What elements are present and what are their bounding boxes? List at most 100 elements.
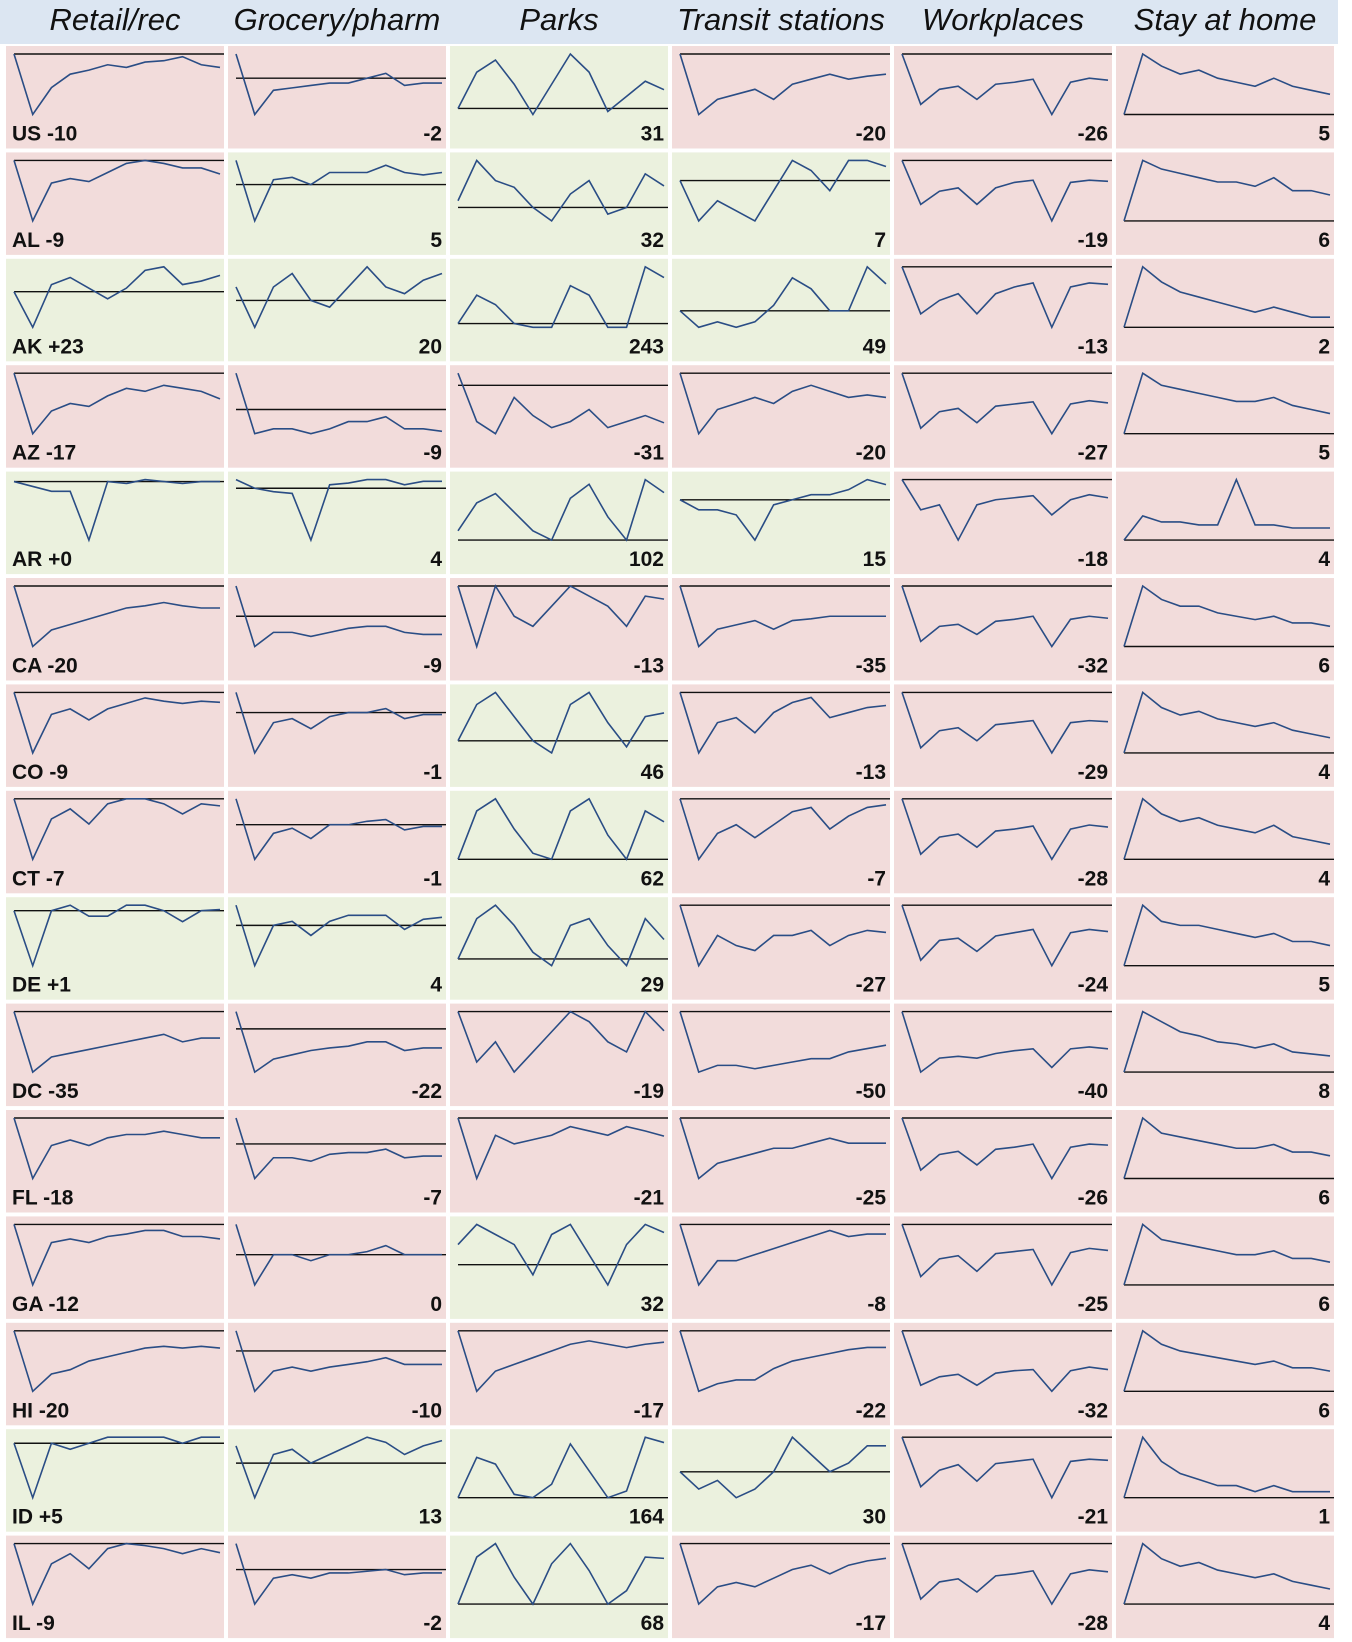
cell-background xyxy=(672,790,890,894)
sparkline xyxy=(457,158,665,223)
cell-value: -13 xyxy=(634,655,664,678)
sparkline xyxy=(13,1011,220,1074)
sparkline xyxy=(679,159,887,223)
cell-background xyxy=(450,1003,668,1107)
cell-background xyxy=(672,365,890,468)
sparkline xyxy=(13,585,220,648)
row-label: US -10 xyxy=(12,123,77,146)
sparkline xyxy=(679,1011,887,1074)
cell-value: 8 xyxy=(1318,1080,1330,1103)
cell-value: 4 xyxy=(430,974,442,997)
cell-value: -32 xyxy=(1078,655,1108,678)
cell-value: 20 xyxy=(419,335,442,358)
sparkline xyxy=(13,797,221,862)
cell-background xyxy=(6,1003,224,1107)
cell-background xyxy=(228,897,446,1000)
row-label: AR +0 xyxy=(12,548,72,571)
cell-value: 15 xyxy=(863,548,887,571)
cell-background xyxy=(672,1322,890,1426)
cell-background xyxy=(450,578,668,681)
cell-background xyxy=(672,471,890,575)
cell-value: -26 xyxy=(1078,1187,1108,1210)
cell-value: -29 xyxy=(1078,761,1108,784)
cell-value: 164 xyxy=(629,1506,664,1529)
sparkline xyxy=(235,1011,442,1074)
cell-background xyxy=(228,258,446,362)
cell-value: 6 xyxy=(1318,1293,1330,1316)
sparkline xyxy=(457,1223,665,1287)
cell-value: -1 xyxy=(423,761,442,784)
cell-background xyxy=(228,1429,446,1532)
cell-value: -20 xyxy=(856,442,886,465)
sparkline xyxy=(1123,371,1331,434)
cell-background xyxy=(672,1429,890,1532)
sparkline xyxy=(235,1117,442,1181)
sparkline xyxy=(13,1117,220,1181)
sparkline xyxy=(457,691,665,755)
cell-background xyxy=(1116,258,1334,362)
cell-value: 46 xyxy=(641,761,664,784)
cell-value: 4 xyxy=(1318,548,1330,571)
sparkline xyxy=(679,478,887,542)
sparkline xyxy=(679,585,886,648)
cell-background xyxy=(450,46,668,149)
cell-value: 30 xyxy=(863,1506,886,1529)
sparkline xyxy=(1123,1010,1331,1073)
cell-background xyxy=(1116,1003,1334,1107)
cell-value: -28 xyxy=(1078,1612,1109,1635)
cell-background xyxy=(450,1429,668,1532)
cell-background xyxy=(1116,1110,1334,1213)
sparkline xyxy=(13,53,221,117)
sparkline xyxy=(13,265,221,330)
cell-value: -24 xyxy=(1078,974,1109,997)
sparkline xyxy=(1123,477,1330,541)
cell-value: 32 xyxy=(641,1293,664,1316)
cell-background xyxy=(450,152,668,255)
sparkline xyxy=(235,265,443,330)
cell-value: 2 xyxy=(1318,335,1330,358)
cell-background xyxy=(228,152,446,255)
column-header: Workplaces xyxy=(922,2,1084,37)
sparkline xyxy=(1123,1223,1331,1286)
sparkline xyxy=(1123,584,1331,647)
sparkline xyxy=(457,1010,665,1074)
sparkline xyxy=(457,1542,665,1606)
sparkline xyxy=(679,798,887,862)
cell-background xyxy=(6,790,224,894)
cell-background xyxy=(672,578,890,681)
cell-background xyxy=(672,1003,890,1107)
cell-background xyxy=(1116,152,1334,255)
cell-background xyxy=(672,1216,890,1319)
sparkline xyxy=(901,1330,1109,1393)
sparkline xyxy=(13,1436,220,1501)
cell-background xyxy=(894,152,1112,255)
cell-value: 4 xyxy=(1318,1612,1330,1635)
cell-background xyxy=(228,1110,446,1213)
cell-value: 4 xyxy=(1318,867,1330,890)
cell-value: -35 xyxy=(856,655,887,678)
sparkline xyxy=(679,904,887,968)
cell-background xyxy=(894,258,1112,362)
cell-background xyxy=(228,1322,446,1426)
cell-value: -20 xyxy=(856,123,886,146)
cell-background xyxy=(6,1216,224,1319)
sparkline xyxy=(1123,159,1331,222)
sparkline xyxy=(235,1330,442,1393)
cell-background xyxy=(1116,365,1334,468)
cell-value: -25 xyxy=(856,1187,887,1210)
sparkline xyxy=(13,159,221,224)
cell-value: -2 xyxy=(423,1612,442,1635)
sparkline xyxy=(1123,1435,1330,1498)
cell-background xyxy=(6,365,224,468)
sparkline xyxy=(901,1117,1109,1181)
cell-value: -17 xyxy=(634,1399,664,1422)
cell-background xyxy=(894,1535,1112,1639)
sparkline xyxy=(235,1224,442,1287)
sparkline xyxy=(457,904,665,968)
sparkline xyxy=(679,692,887,755)
row-label: AK +23 xyxy=(12,335,84,358)
cell-background xyxy=(6,1429,224,1532)
sparkline xyxy=(901,372,1109,436)
cell-background xyxy=(1116,578,1334,681)
